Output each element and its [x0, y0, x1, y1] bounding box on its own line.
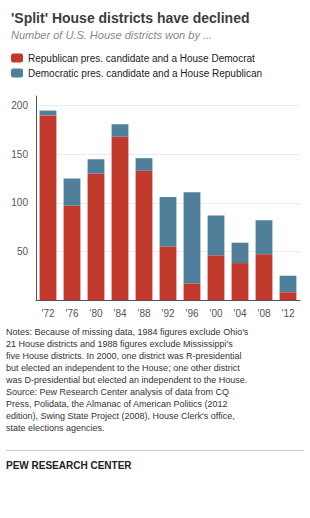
svg-text:PEW RESEARCH CENTER: PEW RESEARCH CENTER	[6, 460, 132, 471]
svg-text:'12: '12	[281, 308, 294, 319]
svg-text:'88: '88	[137, 308, 150, 319]
svg-text:'76: '76	[65, 308, 78, 319]
svg-text:'84: '84	[113, 308, 126, 319]
svg-text:150: 150	[11, 149, 28, 160]
svg-text:'72: '72	[41, 308, 54, 319]
svg-text:21 House districts and 1988 fi: 21 House districts and 1988 figures excl…	[6, 339, 233, 349]
svg-text:'04: '04	[233, 308, 246, 319]
svg-text:edition), Swing State Project: edition), Swing State Project (2008), Ho…	[6, 411, 235, 421]
svg-text:Source: Pew Research Center an: Source: Pew Research Center analysis of …	[6, 387, 229, 397]
svg-text:Number of U.S. House districts: Number of U.S. House districts won by ..…	[11, 29, 212, 41]
svg-text:100: 100	[11, 197, 28, 208]
svg-text:'Split' House districts have d: 'Split' House districts have declined	[11, 10, 250, 26]
svg-text:Democratic pres. candidate and: Democratic pres. candidate and a House R…	[28, 68, 262, 79]
svg-text:200: 200	[11, 100, 28, 111]
svg-text:Republican pres. candidate and: Republican pres. candidate and a House D…	[28, 53, 255, 64]
svg-text:'96: '96	[185, 308, 198, 319]
svg-text:50: 50	[17, 246, 29, 257]
svg-text:'80: '80	[89, 308, 102, 319]
svg-text:Notes: Because of missing data: Notes: Because of missing data, 1984 fig…	[6, 327, 249, 337]
svg-text:'92: '92	[161, 308, 174, 319]
svg-text:but elected an independent to: but elected an independent to the House;…	[6, 363, 240, 373]
svg-text:five House districts. In 2000,: five House districts. In 2000, one distr…	[6, 351, 242, 361]
svg-text:'00: '00	[209, 308, 222, 319]
svg-text:was D-presidential but elected: was D-presidential but elected an indepe…	[5, 375, 247, 385]
svg-text:'08: '08	[257, 308, 270, 319]
svg-text:state elections agencies.: state elections agencies.	[6, 423, 105, 433]
svg-text:Press, Polidata, the Almanac o: Press, Polidata, the Almanac of American…	[6, 399, 228, 409]
